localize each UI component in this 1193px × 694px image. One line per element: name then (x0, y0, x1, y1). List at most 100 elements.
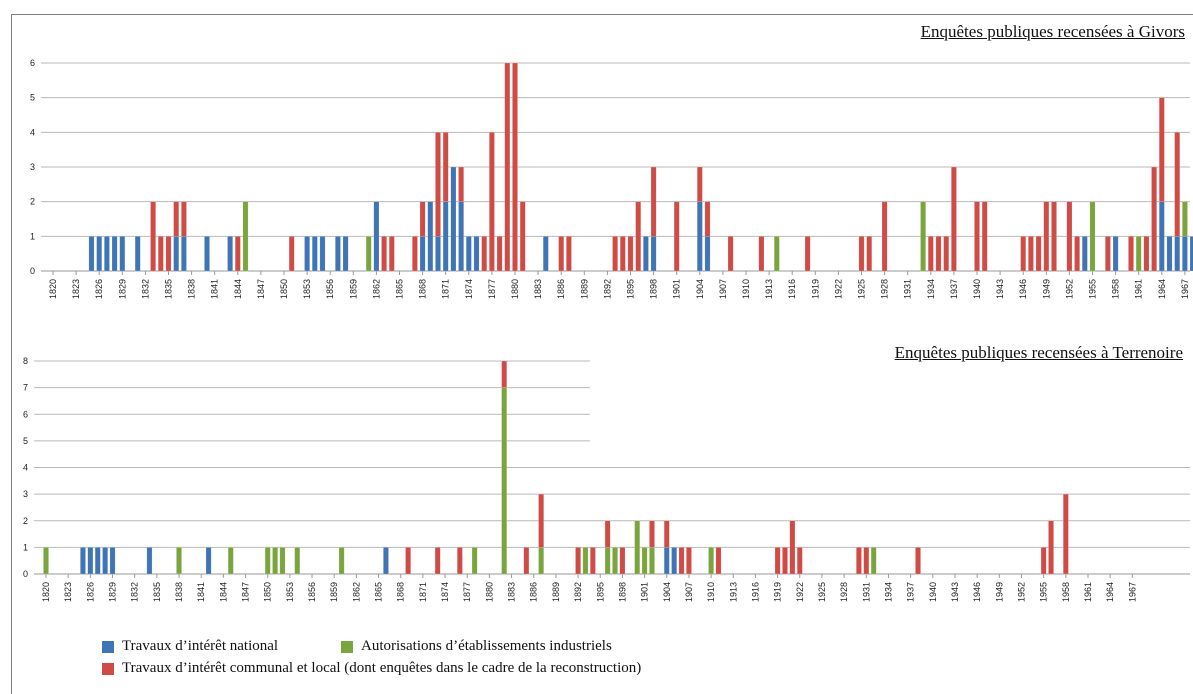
terrenoire-bar-communal (678, 547, 685, 575)
givors-bar-national (311, 236, 318, 272)
terrenoire-bar-national (94, 547, 101, 575)
terrenoire-xtick-label: 1820 (41, 582, 51, 602)
terrenoire-xtick-label: 1910 (706, 582, 716, 602)
givors-bar-national (304, 236, 310, 272)
terrenoire-ytick-label: 4 (23, 463, 28, 473)
terrenoire-bar-communal (715, 547, 722, 575)
givors-bar-communal (1066, 201, 1073, 272)
terrenoire-bar-industrial (272, 547, 278, 575)
givors-bar-communal (435, 132, 441, 237)
givors-xtick-label: 1841 (210, 279, 220, 299)
legend-label-national: Travaux d’intérêt national (122, 638, 279, 654)
givors-ytick-label: 6 (30, 58, 35, 68)
legend-swatch-communal (102, 662, 114, 675)
terrenoire-xtick-label: 1865 (374, 582, 384, 602)
terrenoire-bar-communal (789, 520, 796, 575)
givors-bar-national (119, 236, 126, 272)
terrenoire-bar-industrial (227, 547, 234, 575)
terrenoire-xtick-label: 1913 (728, 582, 738, 602)
givors-bar-national (1081, 236, 1088, 272)
terrenoire-bar-industrial (538, 547, 544, 575)
givors-xtick-label: 1967 (1180, 279, 1190, 299)
terrenoire-xtick-label: 1850 (263, 582, 273, 602)
givors-bar-communal (927, 236, 934, 272)
figure-frame (11, 14, 1193, 694)
terrenoire-ytick-label: 7 (23, 383, 28, 393)
givors-xtick-label: 1895 (626, 279, 636, 299)
givors-bar-communal (804, 236, 811, 272)
givors-bar-communal (627, 236, 634, 272)
terrenoire-xtick-label: 1919 (773, 582, 783, 602)
terrenoire-xtick-label: 1868 (396, 582, 406, 602)
terrenoire-ytick-label: 0 (23, 569, 28, 579)
terrenoire-xtick-label: 1961 (1083, 582, 1093, 602)
terrenoire-bar-communal (575, 547, 581, 575)
givors-xtick-label: 1883 (533, 279, 543, 299)
givors-xtick-label: 1859 (348, 279, 358, 299)
legend-swatch-national (102, 640, 114, 653)
givors-xtick-label: 1958 (1111, 279, 1121, 299)
terrenoire-bar-industrial (43, 547, 49, 575)
terrenoire-bar-industrial (708, 547, 714, 575)
givors-bar-communal (173, 201, 180, 237)
givors-bar-communal (858, 236, 865, 272)
givors-bar-communal (650, 166, 657, 237)
givors-bar-communal (381, 236, 387, 272)
givors-bar-communal (1174, 132, 1181, 237)
givors-bar-communal (1158, 97, 1165, 202)
terrenoire-bar-industrial (612, 547, 618, 575)
givors-xtick-label: 1934 (926, 279, 936, 299)
givors-bar-communal (157, 236, 164, 272)
terrenoire-xtick-label: 1889 (551, 582, 561, 602)
givors-bar-communal (974, 201, 980, 272)
terrenoire-xtick-label: 1880 (484, 582, 494, 602)
terrenoire-bar-communal (1062, 493, 1069, 575)
givors-xtick-label: 1880 (510, 279, 520, 299)
terrenoire-xtick-label: 1823 (63, 582, 73, 602)
givors-bar-national (442, 201, 449, 272)
givors-bar-communal (1020, 236, 1027, 272)
givors-bar-national (435, 236, 441, 272)
givors-xtick-label: 1823 (71, 279, 81, 299)
givors-xtick-label: 1826 (94, 279, 104, 299)
terrenoire-bar-communal (649, 520, 655, 548)
terrenoire-xtick-label: 1958 (1061, 582, 1071, 602)
terrenoire-bar-communal (604, 520, 611, 548)
givors-bar-communal (1105, 236, 1111, 272)
givors-bar-national (650, 236, 657, 272)
terrenoire-xtick-label: 1835 (152, 582, 162, 602)
terrenoire-bar-communal (523, 547, 530, 575)
givors-ytick-label: 3 (30, 162, 35, 172)
givors-bar-communal (619, 236, 626, 272)
givors-bar-national (458, 201, 464, 272)
terrenoire-xtick-label: 1853 (285, 582, 295, 602)
givors-bar-national (88, 236, 95, 272)
givors-bar-communal (1043, 201, 1050, 272)
givors-ytick-label: 0 (30, 266, 35, 276)
terrenoire-bar-industrial (634, 520, 641, 575)
terrenoire-bar-communal (405, 547, 411, 575)
givors-bar-national (473, 236, 480, 272)
givors-xtick-label: 1904 (695, 279, 705, 299)
givors-bar-communal (150, 201, 156, 272)
terrenoire-xtick-label: 1856 (307, 582, 317, 602)
terrenoire-xtick-label: 1874 (440, 582, 450, 602)
givors-bar-communal (935, 236, 942, 272)
givors-bar-industrial (773, 236, 780, 272)
terrenoire-xtick-label: 1895 (595, 582, 605, 602)
givors-bar-national (643, 236, 649, 272)
givors-bar-industrial (1089, 201, 1096, 272)
givors-bar-communal (288, 236, 295, 272)
givors-xtick-label: 1946 (1018, 279, 1028, 299)
terrenoire-bar-national (109, 547, 116, 575)
givors-bar-industrial (242, 201, 249, 272)
terrenoire-xtick-label: 1892 (573, 582, 583, 602)
givors-xtick-label: 1832 (140, 279, 150, 299)
givors-xtick-label: 1922 (833, 279, 843, 299)
givors-xtick-label: 1886 (556, 279, 566, 299)
terrenoire-bar-industrial (176, 547, 182, 575)
givors-bar-national (181, 236, 187, 272)
terrenoire-bar-communal (782, 547, 788, 575)
givors-bar-national (427, 201, 434, 272)
terrenoire-bar-national (146, 547, 153, 575)
